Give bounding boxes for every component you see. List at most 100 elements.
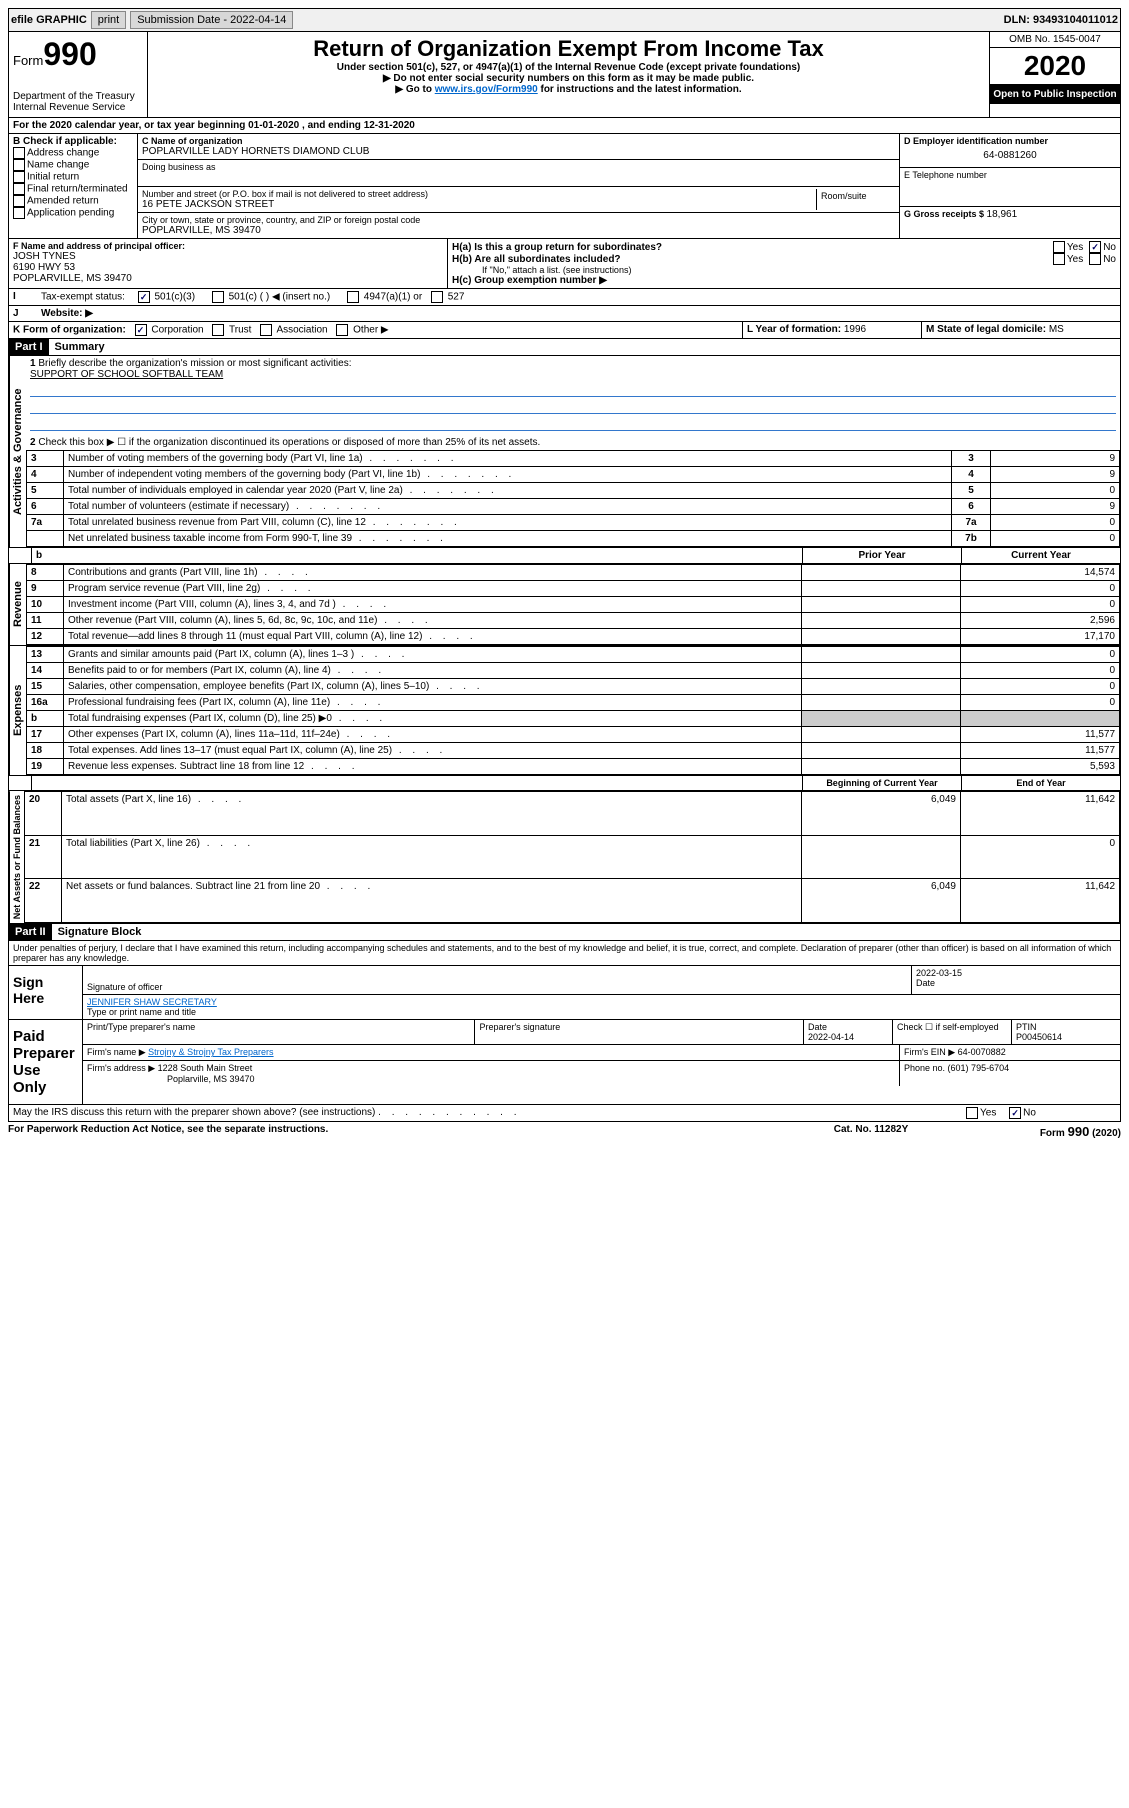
k-other-checkbox[interactable] bbox=[336, 324, 348, 336]
ha-label: H(a) Is this a group return for subordin… bbox=[452, 242, 1053, 253]
b-label: B Check if applicable: bbox=[13, 136, 133, 147]
firm-name-label: Firm's name ▶ bbox=[87, 1047, 146, 1057]
k-assoc-checkbox[interactable] bbox=[260, 324, 272, 336]
ha-yes-checkbox[interactable] bbox=[1053, 241, 1065, 253]
tab-spacer bbox=[9, 776, 32, 790]
mission-line bbox=[30, 399, 1116, 414]
end-year-header: End of Year bbox=[961, 776, 1120, 790]
part1-header: Part I bbox=[9, 339, 49, 355]
i-501c3: 501(c)(3) bbox=[154, 292, 195, 303]
firm-ein: 64-0070882 bbox=[958, 1047, 1006, 1057]
expenses-table: 13Grants and similar amounts paid (Part … bbox=[26, 646, 1120, 775]
footer: For Paperwork Reduction Act Notice, see … bbox=[8, 1122, 1121, 1139]
instructions-link[interactable]: www.irs.gov/Form990 bbox=[435, 84, 538, 95]
tax-year-line: For the 2020 calendar year, or tax year … bbox=[9, 118, 1120, 133]
checkbox-name[interactable] bbox=[13, 159, 25, 171]
d-label: D Employer identification number bbox=[904, 136, 1116, 146]
sign-here-label: Sign Here bbox=[9, 966, 82, 1019]
q1-label: Briefly describe the organization's miss… bbox=[38, 358, 351, 369]
k-trust: Trust bbox=[229, 325, 251, 336]
i-label: Tax-exempt status: bbox=[41, 292, 125, 303]
i-527-checkbox[interactable] bbox=[431, 291, 443, 303]
officer-signature-name[interactable]: JENNIFER SHAW SECRETARY bbox=[87, 997, 217, 1007]
firm-city: Poplarville, MS 39470 bbox=[87, 1074, 255, 1084]
mission: SUPPORT OF SCHOOL SOFTBALL TEAM bbox=[30, 369, 223, 380]
revenue-section: Revenue 8Contributions and grants (Part … bbox=[8, 564, 1121, 646]
i-4947: 4947(a)(1) or bbox=[364, 292, 422, 303]
form-label: Form bbox=[13, 53, 43, 68]
paid-preparer-block: Paid Preparer Use Only Print/Type prepar… bbox=[8, 1020, 1121, 1105]
begin-year-header: Beginning of Current Year bbox=[802, 776, 961, 790]
b-opt-2-label: Initial return bbox=[27, 172, 79, 183]
print-button[interactable]: print bbox=[91, 11, 126, 29]
checkbox-initial[interactable] bbox=[13, 171, 25, 183]
perjury-row: Under penalties of perjury, I declare th… bbox=[8, 941, 1121, 966]
q2-text: Check this box ▶ ☐ if the organization d… bbox=[38, 437, 540, 448]
discuss-row: May the IRS discuss this return with the… bbox=[8, 1105, 1121, 1122]
j-label: Website: ▶ bbox=[37, 306, 1120, 321]
sig-date: 2022-03-15 bbox=[916, 968, 1116, 978]
discuss-yes-checkbox[interactable] bbox=[966, 1107, 978, 1119]
mission-line bbox=[30, 382, 1116, 397]
ha-no-checkbox[interactable] bbox=[1089, 241, 1101, 253]
sign-here-block: Sign Here Signature of officer 2022-03-1… bbox=[8, 966, 1121, 1020]
submission-date-button[interactable]: Submission Date - 2022-04-14 bbox=[130, 11, 293, 29]
i-4947-checkbox[interactable] bbox=[347, 291, 359, 303]
form-header: Form990 Department of the Treasury Inter… bbox=[8, 32, 1121, 118]
part2-bar: Part II Signature Block bbox=[8, 924, 1121, 941]
section-deg: D Employer identification number 64-0881… bbox=[899, 134, 1120, 238]
ha-no: No bbox=[1103, 242, 1116, 253]
expenses-section: Expenses 13Grants and similar amounts pa… bbox=[8, 646, 1121, 776]
i-501c3-checkbox[interactable] bbox=[138, 291, 150, 303]
section-f: F Name and address of principal officer:… bbox=[9, 239, 447, 288]
sub3-post: for instructions and the latest informat… bbox=[538, 84, 742, 95]
addr-label: Number and street (or P.O. box if mail i… bbox=[142, 189, 816, 199]
year-formation: 1996 bbox=[844, 324, 866, 335]
b-opt-1-label: Name change bbox=[27, 160, 89, 171]
netassets-section: Net Assets or Fund Balances 20Total asse… bbox=[8, 791, 1121, 924]
tab-governance: Activities & Governance bbox=[9, 356, 26, 547]
room-label: Room/suite bbox=[816, 189, 895, 210]
b-opt-1: Name change bbox=[13, 159, 133, 171]
city-label: City or town, state or province, country… bbox=[142, 215, 895, 225]
header-sub2: ▶ Do not enter social security numbers o… bbox=[152, 73, 985, 84]
firm-name[interactable]: Strojny & Strojny Tax Preparers bbox=[148, 1047, 273, 1057]
discuss-label: May the IRS discuss this return with the… bbox=[13, 1107, 375, 1118]
b-opt-3: Final return/terminated bbox=[13, 183, 133, 195]
tab-spacer bbox=[9, 548, 32, 563]
open-to-public: Open to Public Inspection bbox=[990, 85, 1120, 104]
netassets-table: 20Total assets (Part X, line 16) . . . .… bbox=[24, 791, 1120, 923]
sig-date-label: Date bbox=[916, 978, 935, 988]
year-header-row: b Prior Year Current Year bbox=[8, 548, 1121, 564]
fh-block: F Name and address of principal officer:… bbox=[8, 239, 1121, 289]
city-state-zip: POPLARVILLE, MS 39470 bbox=[142, 225, 895, 236]
b-opt-4-label: Amended return bbox=[27, 196, 99, 207]
k-corp-checkbox[interactable] bbox=[135, 324, 147, 336]
hb-no-checkbox[interactable] bbox=[1089, 253, 1101, 265]
section-c: C Name of organization POPLARVILLE LADY … bbox=[137, 134, 899, 238]
net-header-row: Beginning of Current Year End of Year bbox=[8, 776, 1121, 791]
gross-receipts: 18,961 bbox=[987, 209, 1018, 220]
hb-yes: Yes bbox=[1067, 254, 1083, 265]
part1-body: Activities & Governance 1 Briefly descri… bbox=[8, 356, 1121, 548]
i-501c-checkbox[interactable] bbox=[212, 291, 224, 303]
tab-netassets: Net Assets or Fund Balances bbox=[9, 791, 24, 923]
hb-yes-checkbox[interactable] bbox=[1053, 253, 1065, 265]
b-opt-3-label: Final return/terminated bbox=[27, 184, 128, 195]
k-trust-checkbox[interactable] bbox=[212, 324, 224, 336]
checkbox-pending[interactable] bbox=[13, 207, 25, 219]
ptin-label: PTIN bbox=[1016, 1022, 1037, 1032]
phone-label: Phone no. bbox=[904, 1063, 948, 1073]
j-marker: J bbox=[9, 306, 37, 321]
f-label: F Name and address of principal officer: bbox=[13, 241, 443, 251]
dba-label: Doing business as bbox=[142, 162, 895, 172]
discuss-no-checkbox[interactable] bbox=[1009, 1107, 1021, 1119]
tax-year: 2020 bbox=[990, 48, 1120, 85]
checkbox-amended[interactable] bbox=[13, 195, 25, 207]
prep-date: 2022-04-14 bbox=[808, 1032, 854, 1042]
checkbox-address[interactable] bbox=[13, 147, 25, 159]
topbar: efile GRAPHIC print Submission Date - 20… bbox=[8, 8, 1121, 32]
perjury-text: Under penalties of perjury, I declare th… bbox=[9, 941, 1120, 965]
part1-bar: Part I Summary bbox=[8, 339, 1121, 356]
checkbox-final[interactable] bbox=[13, 183, 25, 195]
